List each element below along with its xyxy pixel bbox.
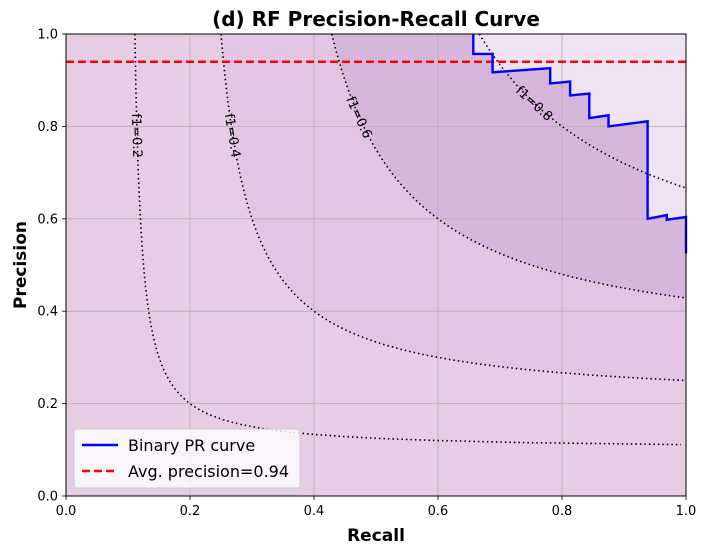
iso-f1-curve <box>220 33 686 382</box>
iso-f1-curve <box>330 33 686 299</box>
x-axis-label: Recall <box>347 526 405 546</box>
y-tick-label: 0.2 <box>37 397 58 412</box>
x-tick-label: 0.8 <box>552 504 573 519</box>
x-tick-label: 0.2 <box>180 504 201 519</box>
pr-curve-line <box>472 34 688 254</box>
plot-area: 0.0 0.2 0.4 0.6 0.8 1.0 0.0 0.2 0.4 0.6 0.8 1.0 f1=0… <box>37 28 696 520</box>
legend-label-avg-precision: Avg. precision=0.94 <box>128 462 289 481</box>
x-tick-label: 0.6 <box>428 504 449 519</box>
y-tick-label: 0.0 <box>37 490 58 505</box>
pr-curve-upper-fill <box>473 34 686 254</box>
y-tick-label: 0.8 <box>37 120 58 135</box>
legend-label-pr-curve: Binary PR curve <box>128 436 255 455</box>
x-tick-label: 0.0 <box>56 504 77 519</box>
legend-box <box>73 428 301 489</box>
y-tick-label: 0.4 <box>37 305 58 320</box>
x-tick-label: 0.4 <box>304 504 325 519</box>
chart-title: (d) RF Precision-Recall Curve <box>212 7 540 31</box>
iso-f1-curve <box>134 34 682 446</box>
iso-f1-curve <box>478 33 687 189</box>
plot-frame <box>65 33 687 497</box>
y-tick-label: 1.0 <box>37 28 58 43</box>
iso-f1-label: f1=0.4 <box>221 113 243 159</box>
y-axis-label: Precision <box>11 221 31 309</box>
x-tick-label: 1.0 <box>676 504 697 519</box>
y-tick-label: 0.6 <box>37 212 58 227</box>
legend: Binary PR curve Avg. precision=0.94 <box>73 428 301 489</box>
iso-f1-label: f1=0.2 <box>128 113 144 158</box>
